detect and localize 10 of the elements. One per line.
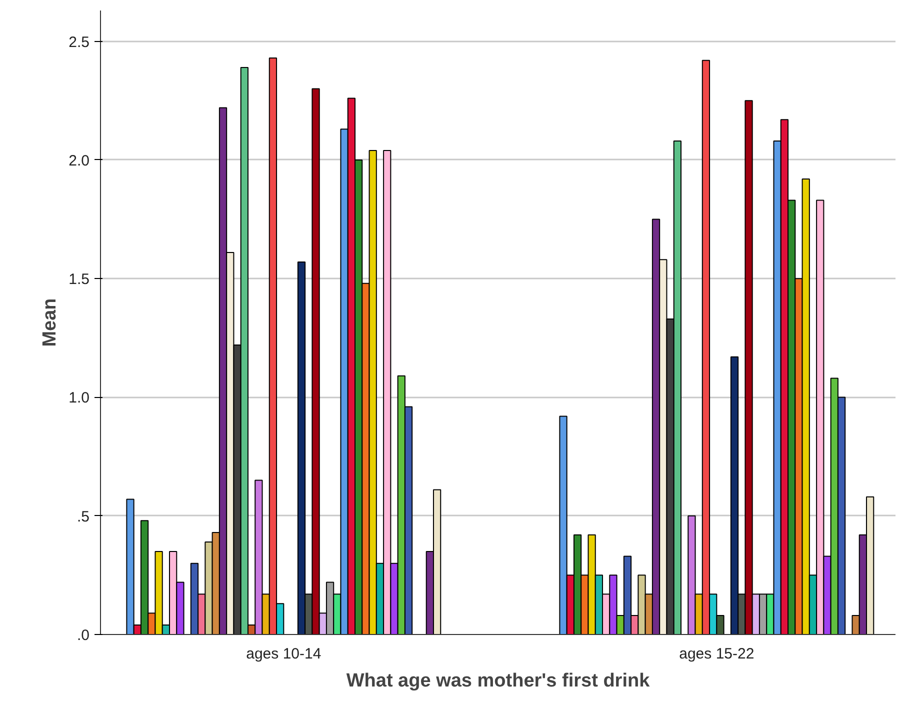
y-tick-label: .0 xyxy=(76,627,90,644)
y-axis-title: Mean xyxy=(40,298,61,347)
x-tick-label: ages 10-14 xyxy=(246,646,322,662)
y-tick-label: 2.5 xyxy=(68,34,90,51)
y-tick-label: .5 xyxy=(76,508,90,526)
y-tick-label: 2.0 xyxy=(68,152,90,170)
y-tick-label: 1.5 xyxy=(68,271,90,288)
y-tick-label: 1.0 xyxy=(68,390,90,407)
x-axis-title: What age was mother's first drink xyxy=(346,670,650,692)
x-tick-label: ages 15-22 xyxy=(679,646,754,662)
